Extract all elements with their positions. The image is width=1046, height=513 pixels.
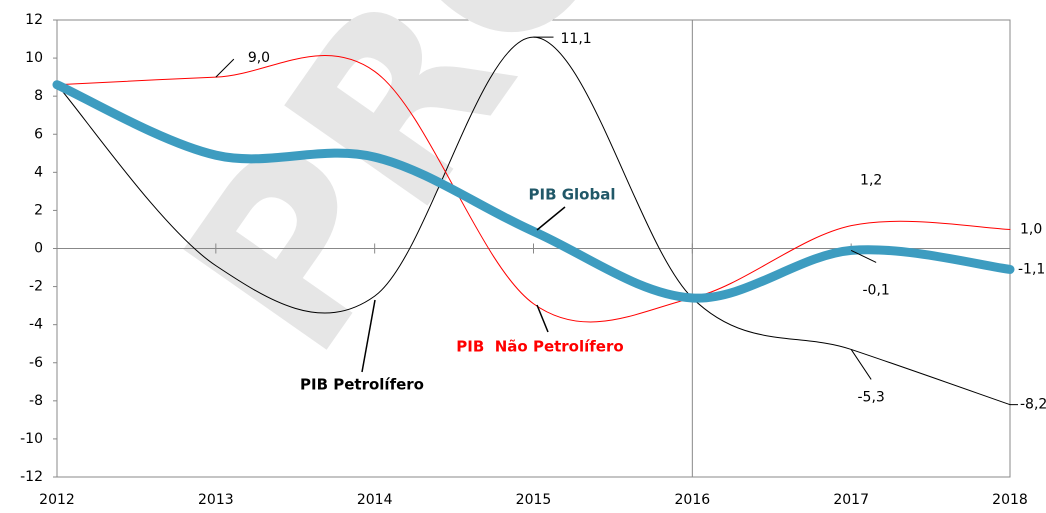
y-tick-label: -8 xyxy=(29,393,43,409)
y-tick-label: -10 xyxy=(20,431,43,447)
label-leader xyxy=(215,58,235,78)
y-tick-label: -4 xyxy=(29,317,43,333)
x-tick-label: 2014 xyxy=(357,492,393,508)
x-tick-label: 2013 xyxy=(198,492,234,508)
y-tick-label: 8 xyxy=(34,88,43,104)
x-tick-label: 2018 xyxy=(992,492,1028,508)
name-leader xyxy=(536,304,549,333)
data-label: -0,1 xyxy=(863,282,890,298)
series-name: PIB Petrolífero xyxy=(300,376,424,394)
data-label: -8,2 xyxy=(1020,397,1046,413)
data-label: -1,1 xyxy=(1018,261,1045,277)
y-tick-label: 12 xyxy=(25,12,43,28)
name-leader xyxy=(536,206,566,231)
data-label: 1,0 xyxy=(1020,221,1042,237)
label-leader xyxy=(850,249,877,263)
data-label: 11,1 xyxy=(561,31,592,47)
data-label: -5,3 xyxy=(858,389,885,405)
label-leader xyxy=(850,349,872,380)
y-tick-label: -12 xyxy=(20,469,43,485)
x-tick-label: 2015 xyxy=(516,492,552,508)
x-tick-label: 2012 xyxy=(39,492,75,508)
y-tick-label: 10 xyxy=(25,50,43,66)
y-tick-label: 6 xyxy=(34,126,43,142)
y-tick-label: -6 xyxy=(29,355,43,371)
y-tick-label: 4 xyxy=(34,164,43,180)
y-tick-label: 2 xyxy=(34,202,43,218)
series-line xyxy=(52,80,1015,303)
series-name: PIB Global xyxy=(529,186,616,204)
name-leader xyxy=(361,299,376,373)
series-line xyxy=(56,36,1011,406)
series-name: PIB Não Petrolífero xyxy=(456,338,623,356)
x-tick-label: 2017 xyxy=(833,492,869,508)
series-line xyxy=(56,55,1011,323)
x-tick-label: 2016 xyxy=(675,492,711,508)
y-tick-label: -2 xyxy=(29,279,43,295)
data-label: 1,2 xyxy=(860,173,882,189)
data-label: 9,0 xyxy=(248,50,270,66)
y-tick-label: 0 xyxy=(34,241,43,257)
watermark: PROF xyxy=(131,0,778,400)
